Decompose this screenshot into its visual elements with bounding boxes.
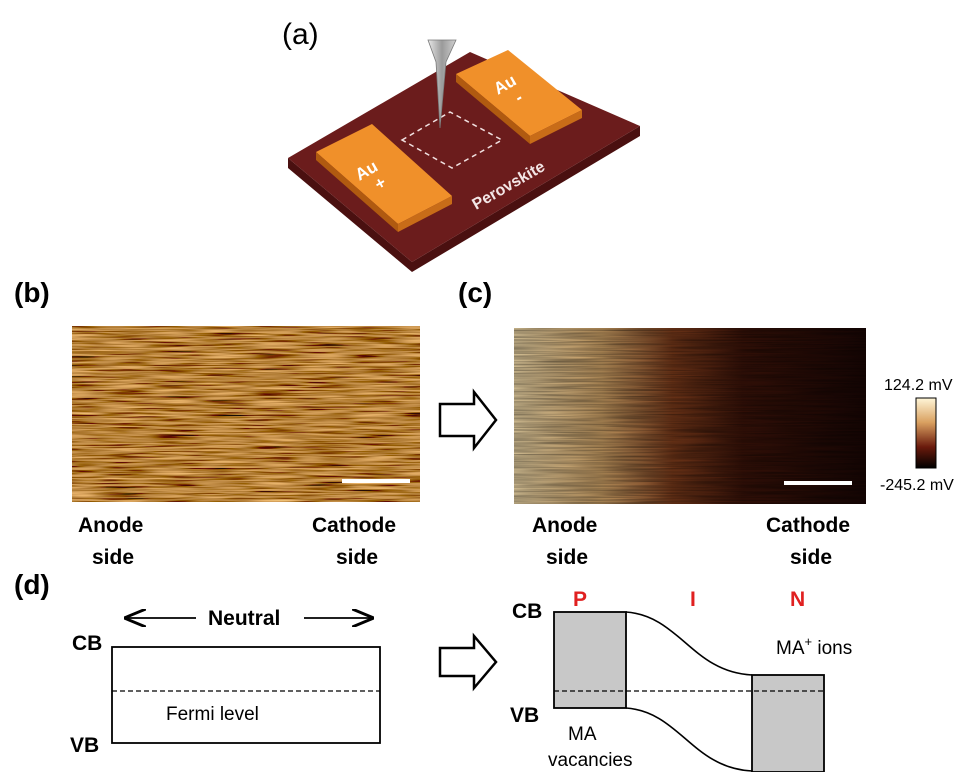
anode-caption-b-2: side (92, 546, 134, 569)
arrow-left-to-right-d (438, 632, 498, 692)
afm-tip (427, 39, 457, 129)
anode-caption-b-1: Anode (78, 514, 143, 537)
colorbar-min-label: -245.2 mV (880, 477, 954, 494)
ma-ions-label: MA+ ions (776, 634, 852, 659)
left-electrode (316, 124, 452, 224)
fermi-level-label: Fermi level (166, 704, 259, 725)
ma-vacancies-label-1: MA (568, 724, 597, 745)
panel-d-label: (d) (14, 569, 50, 600)
vb-curve (625, 707, 753, 772)
region-n-label: N (790, 588, 805, 611)
substrate-edge (288, 126, 640, 272)
neutral-label: Neutral (208, 607, 280, 630)
panel-c-label: (c) (458, 277, 492, 308)
colorbar (915, 397, 937, 469)
cathode-caption-b-1: Cathode (312, 514, 396, 537)
p-region-block (553, 611, 627, 709)
cathode-caption-b-2: side (336, 546, 378, 569)
panel-d: (d) Neutral Fermi level CB VB P I N CB V… (14, 569, 852, 772)
neutral-band-box (111, 646, 381, 744)
arrow-b-to-c (438, 388, 498, 452)
cb-curve (625, 611, 753, 676)
ma-vacancies-label-2: vacancies (548, 750, 633, 771)
cathode-caption-c-1: Cathode (766, 514, 850, 537)
panel-b: (b) Anode side Cathode side (14, 277, 420, 569)
cb-label-right: CB (512, 600, 542, 623)
vb-label-right: VB (510, 704, 539, 727)
n-region-block (751, 674, 825, 772)
scan-area (400, 111, 504, 169)
panel-b-label: (b) (14, 277, 50, 308)
panel-a: (a) Au + Au - Perovskite (282, 18, 640, 272)
region-p-label: P (573, 588, 587, 611)
cb-label-left: CB (72, 632, 102, 655)
cathode-caption-c-2: side (790, 546, 832, 569)
region-i-label: I (690, 588, 696, 611)
panel-a-label: (a) (282, 18, 319, 51)
anode-caption-c-2: side (546, 546, 588, 569)
colorbar-max-label: 124.2 mV (884, 377, 953, 394)
panel-c: (c) 124.2 mV -245.2 mV Anode side Cathod… (458, 277, 954, 569)
vb-label-left: VB (70, 734, 99, 757)
right-electrode (456, 50, 582, 136)
anode-caption-c-1: Anode (532, 514, 597, 537)
